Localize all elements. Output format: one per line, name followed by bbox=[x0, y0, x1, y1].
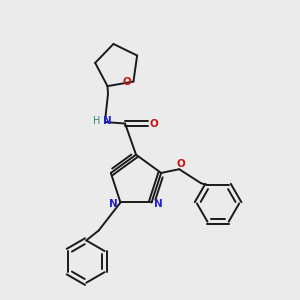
Text: H: H bbox=[93, 116, 101, 126]
Text: N: N bbox=[103, 116, 112, 126]
Text: N: N bbox=[109, 199, 118, 209]
Text: O: O bbox=[176, 159, 185, 169]
Text: N: N bbox=[154, 199, 163, 209]
Text: O: O bbox=[150, 118, 158, 129]
Text: O: O bbox=[123, 76, 132, 87]
